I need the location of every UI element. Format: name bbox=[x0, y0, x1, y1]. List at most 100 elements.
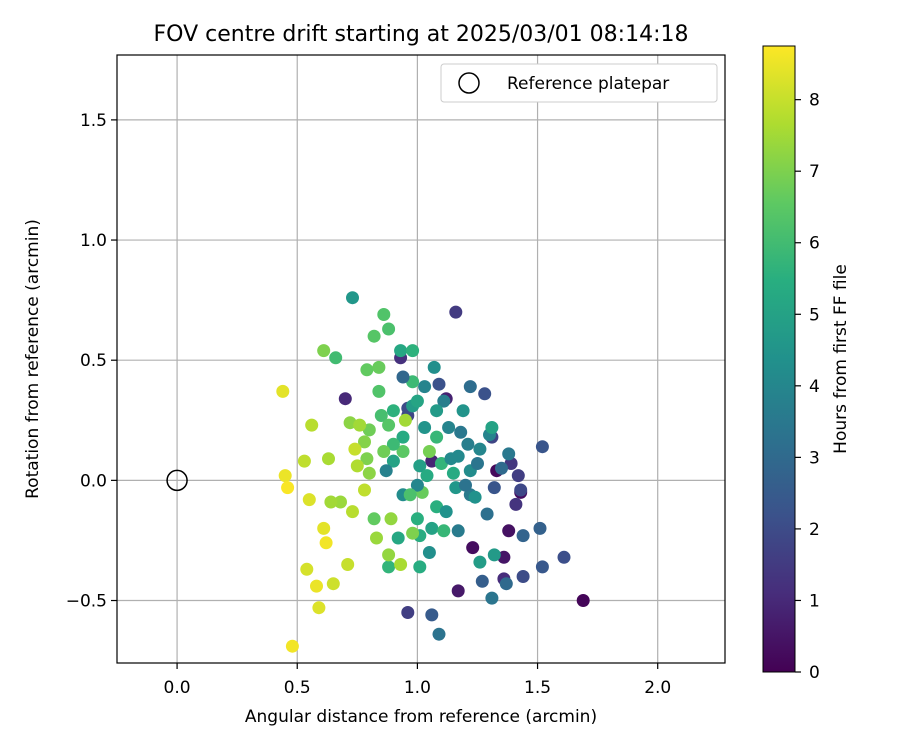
data-point bbox=[319, 536, 333, 550]
x-axis-label: Angular distance from reference (arcmin) bbox=[245, 707, 597, 727]
data-point bbox=[475, 574, 489, 588]
y-axis: −0.5 0.0 0.5 1.0 1.5 bbox=[66, 111, 117, 612]
data-point bbox=[396, 370, 410, 384]
colorbar-label: Hours from first FF file bbox=[831, 264, 851, 454]
data-point bbox=[360, 452, 374, 466]
data-point bbox=[382, 560, 396, 574]
x-tick-label: 1.5 bbox=[524, 678, 551, 698]
data-point bbox=[350, 459, 364, 473]
data-point bbox=[502, 524, 516, 538]
data-point bbox=[451, 584, 465, 598]
x-tick-label: 0.5 bbox=[284, 678, 311, 698]
data-point bbox=[509, 497, 523, 511]
x-tick-label: 1.0 bbox=[404, 678, 431, 698]
data-point bbox=[367, 329, 381, 343]
data-point bbox=[418, 380, 432, 394]
x-tick-label: 0.0 bbox=[164, 678, 191, 698]
data-point bbox=[358, 483, 371, 497]
data-point bbox=[511, 469, 525, 483]
data-point bbox=[502, 447, 516, 461]
data-point bbox=[317, 521, 331, 535]
data-point bbox=[329, 351, 343, 365]
y-tick-label: 1.5 bbox=[80, 111, 107, 131]
data-point bbox=[346, 291, 359, 305]
data-point bbox=[394, 558, 408, 571]
data-point bbox=[401, 606, 415, 619]
colorbar-tick-label: 4 bbox=[809, 377, 820, 397]
colorbar-tick-label: 6 bbox=[809, 234, 820, 254]
data-point bbox=[276, 384, 290, 398]
data-point bbox=[437, 524, 451, 538]
legend-marker-icon bbox=[458, 72, 480, 94]
data-points bbox=[276, 291, 590, 653]
data-point bbox=[427, 360, 441, 374]
data-point bbox=[382, 548, 396, 562]
data-point bbox=[514, 483, 528, 497]
colorbar-gradient bbox=[762, 45, 796, 673]
data-point bbox=[473, 442, 487, 456]
data-point bbox=[461, 437, 475, 451]
data-point bbox=[360, 363, 374, 377]
data-point bbox=[317, 344, 331, 358]
data-point bbox=[377, 308, 391, 321]
data-point bbox=[305, 418, 319, 432]
data-point bbox=[451, 524, 465, 538]
data-point bbox=[449, 481, 463, 495]
data-point bbox=[516, 529, 530, 543]
data-point bbox=[466, 541, 480, 555]
data-point bbox=[406, 526, 420, 540]
grid-lines bbox=[117, 55, 725, 663]
data-point bbox=[382, 418, 396, 432]
data-point bbox=[430, 500, 444, 514]
colorbar-tick-label: 7 bbox=[809, 162, 820, 182]
data-point bbox=[446, 466, 460, 480]
data-point bbox=[410, 512, 424, 526]
data-point bbox=[358, 435, 371, 449]
legend: Reference platepar bbox=[440, 63, 718, 103]
data-point bbox=[516, 570, 530, 583]
data-point bbox=[439, 505, 453, 519]
data-point bbox=[406, 375, 420, 389]
data-point bbox=[499, 577, 513, 591]
data-point bbox=[348, 442, 362, 456]
chart-title: FOV centre drift starting at 2025/03/01 … bbox=[154, 22, 689, 47]
data-point bbox=[310, 579, 323, 593]
y-tick-label: 1.0 bbox=[80, 231, 107, 251]
reference-platepar-marker bbox=[166, 469, 188, 492]
data-point bbox=[430, 430, 444, 444]
data-point bbox=[480, 507, 494, 521]
data-point bbox=[324, 495, 338, 509]
colorbar: 0 1 2 3 4 5 6 7 8 Hours from first FF file bbox=[762, 45, 851, 683]
data-point bbox=[326, 577, 340, 591]
legend-label: Reference platepar bbox=[507, 74, 669, 94]
data-point bbox=[394, 344, 408, 358]
data-point bbox=[281, 481, 295, 495]
data-point bbox=[418, 421, 432, 434]
data-point bbox=[297, 454, 311, 468]
data-point bbox=[576, 594, 590, 607]
data-point bbox=[413, 560, 427, 574]
data-point bbox=[362, 466, 376, 480]
data-point bbox=[374, 409, 388, 422]
data-point bbox=[346, 505, 359, 519]
data-point bbox=[410, 394, 424, 408]
data-point bbox=[396, 445, 410, 458]
data-point bbox=[434, 457, 448, 470]
data-point bbox=[463, 380, 477, 394]
x-tick-label: 2.0 bbox=[644, 678, 671, 698]
x-axis: 0.0 0.5 1.0 1.5 2.0 bbox=[164, 663, 671, 698]
y-tick-label: 0.5 bbox=[80, 351, 107, 371]
data-point bbox=[485, 591, 499, 605]
data-point bbox=[386, 404, 400, 418]
data-point bbox=[370, 531, 383, 545]
colorbar-tick-label: 8 bbox=[809, 91, 820, 111]
data-point bbox=[437, 394, 451, 408]
data-point bbox=[487, 548, 501, 562]
data-point bbox=[425, 608, 439, 622]
data-point bbox=[425, 521, 439, 535]
data-point bbox=[406, 344, 420, 358]
data-point bbox=[278, 469, 292, 483]
data-point bbox=[456, 404, 470, 418]
data-point bbox=[372, 360, 386, 374]
data-point bbox=[410, 478, 424, 492]
